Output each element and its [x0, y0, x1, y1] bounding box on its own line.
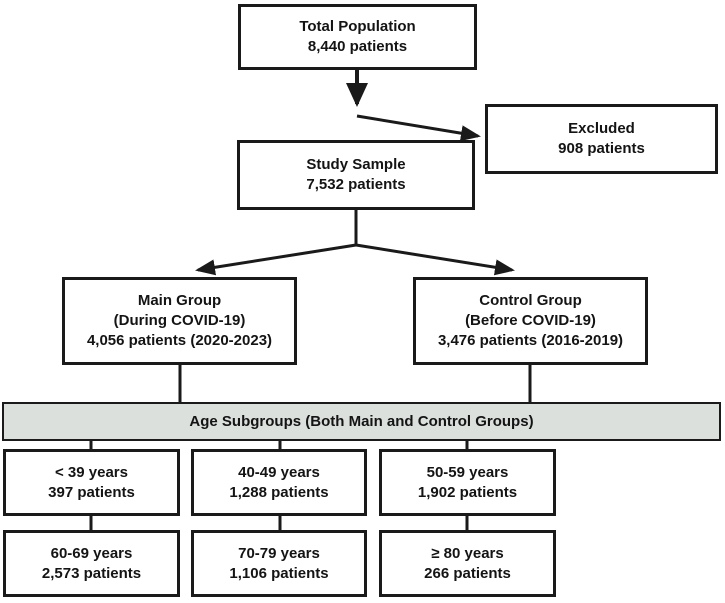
main-group-count: 4,056 patients (2020-2023) — [86, 332, 273, 349]
age-range: 40-49 years — [238, 463, 320, 481]
age-box-70-79: 70-79 years 1,106 patients — [191, 530, 367, 597]
age-subgroups-band: Age Subgroups (Both Main and Control Gro… — [2, 402, 721, 441]
age-box-60-69: 60-69 years 2,573 patients — [3, 530, 180, 597]
total-population-box: Total Population 8,440 patients — [238, 4, 477, 70]
age-count: 2,573 patients — [41, 564, 142, 582]
control-group-count: 3,476 patients (2016-2019) — [437, 332, 624, 349]
age-box-50-59: 50-59 years 1,902 patients — [379, 449, 556, 516]
main-group-title: Main Group — [137, 292, 222, 309]
age-box-under-39: < 39 years 397 patients — [3, 449, 180, 516]
control-group-period: (Before COVID-19) — [465, 312, 596, 329]
age-count: 1,106 patients — [229, 564, 329, 582]
main-group-period: (During COVID-19) — [113, 312, 246, 329]
control-group-title: Control Group — [479, 292, 582, 309]
age-range: ≥ 80 years — [431, 544, 504, 562]
age-box-80-plus: ≥ 80 years 266 patients — [379, 530, 556, 597]
excluded-title: Excluded — [568, 120, 635, 137]
total-population-title: Total Population — [299, 18, 416, 35]
age-count: 1,902 patients — [417, 483, 518, 501]
age-range: 60-69 years — [50, 544, 133, 562]
total-population-count: 8,440 patients — [307, 38, 408, 55]
control-group-box: Control Group (Before COVID-19) 3,476 pa… — [413, 277, 648, 365]
age-range: 50-59 years — [426, 463, 509, 481]
study-sample-count: 7,532 patients — [306, 176, 406, 193]
age-range: 70-79 years — [238, 544, 320, 562]
study-sample-title: Study Sample — [306, 156, 406, 173]
age-count: 397 patients — [48, 483, 135, 501]
main-group-box: Main Group (During COVID-19) 4,056 patie… — [62, 277, 297, 365]
excluded-box: Excluded 908 patients — [485, 104, 718, 174]
age-count: 1,288 patients — [229, 483, 329, 501]
age-subgroups-band-label: Age Subgroups (Both Main and Control Gro… — [189, 413, 534, 430]
age-range: < 39 years — [55, 463, 128, 481]
age-count: 266 patients — [424, 564, 511, 582]
age-box-40-49: 40-49 years 1,288 patients — [191, 449, 367, 516]
study-sample-box: Study Sample 7,532 patients — [237, 140, 475, 210]
excluded-count: 908 patients — [558, 140, 645, 157]
